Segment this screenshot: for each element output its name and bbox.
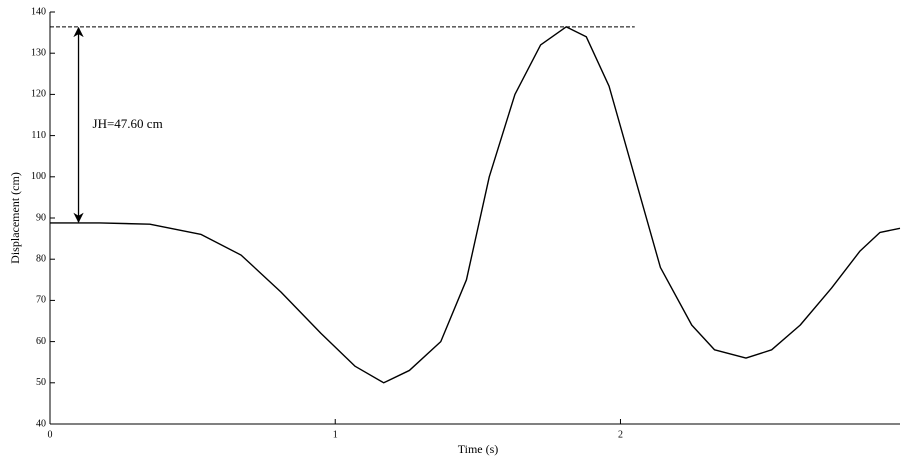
- y-tick-label: 140: [31, 6, 46, 17]
- y-tick-label: 120: [31, 89, 46, 100]
- y-axis-label: Displacement (cm): [8, 172, 22, 264]
- y-tick-label: 90: [36, 212, 46, 223]
- y-tick-label: 40: [36, 418, 46, 429]
- y-tick-label: 80: [36, 253, 46, 264]
- chart: Time (s) Displacement (cm) 40 50 60 70 80 90 1…: [0, 0, 901, 458]
- y-tick-label: 130: [31, 47, 46, 58]
- x-tick-label: 2: [618, 429, 623, 440]
- x-axis-label: Time (s): [458, 442, 499, 456]
- annotation-label: JH=47.60 cm: [93, 116, 163, 131]
- y-tick-label: 60: [36, 336, 46, 347]
- y-tick-label: 100: [31, 171, 46, 182]
- x-tick-label: 0: [48, 429, 53, 440]
- data-line: [50, 27, 900, 383]
- y-tick-label: 110: [31, 130, 46, 141]
- y-tick-label: 70: [36, 295, 46, 306]
- x-tick-label: 1: [333, 429, 338, 440]
- y-tick-label: 50: [36, 377, 46, 388]
